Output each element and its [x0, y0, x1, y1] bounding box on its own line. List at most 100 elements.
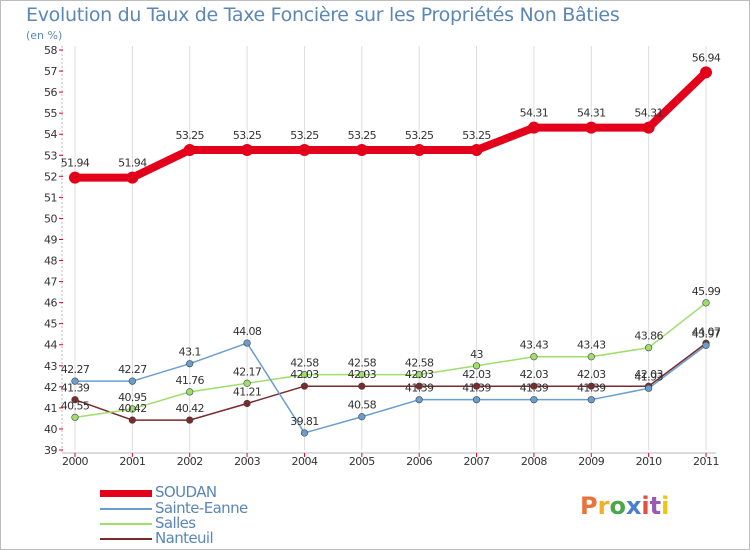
- data-label: 42.03: [348, 368, 377, 381]
- data-point: [186, 388, 194, 396]
- data-point: [358, 382, 366, 390]
- data-point: [415, 371, 423, 379]
- data-point: [183, 144, 196, 156]
- data-label: 42.03: [405, 368, 434, 381]
- legend-swatch: [100, 508, 152, 510]
- data-point: [358, 413, 366, 421]
- data-point: [472, 362, 481, 370]
- data-label: 41.93: [634, 370, 663, 383]
- data-label: 42.03: [520, 368, 549, 381]
- data-label: 51.94: [118, 157, 147, 170]
- data-point: [702, 341, 710, 349]
- data-point: [71, 413, 79, 421]
- data-label: 42.58: [290, 357, 319, 370]
- legend-label: Sainte-Eanne: [155, 499, 248, 517]
- data-point: [71, 377, 79, 385]
- data-point: [128, 416, 136, 424]
- y-tick-label: 43: [44, 360, 57, 373]
- data-label: 53.25: [462, 129, 491, 142]
- legend-label: SOUDAN: [155, 483, 217, 501]
- y-tick-label: 46: [44, 297, 57, 310]
- x-tick-label: 2003: [234, 455, 260, 468]
- data-point: [413, 144, 426, 156]
- data-label: 42.27: [61, 363, 90, 376]
- data-label: 42.27: [118, 363, 147, 376]
- data-label: 41.39: [577, 382, 606, 395]
- legend-item-soudan: SOUDAN: [100, 483, 300, 501]
- logo-letter: i: [641, 492, 650, 520]
- y-tick-label: 52: [44, 170, 57, 183]
- legend-label: Nanteuil: [155, 529, 214, 547]
- data-point: [527, 121, 540, 134]
- x-tick-label: 2001: [119, 455, 145, 468]
- legend-swatch: [100, 490, 152, 497]
- data-point: [243, 399, 251, 408]
- data-point: [645, 344, 653, 352]
- logo-letter: t: [649, 492, 662, 520]
- data-point: [243, 379, 251, 387]
- data-label: 53.25: [290, 129, 319, 142]
- legend-item-salles: Salles: [100, 514, 300, 532]
- data-label: 43.86: [634, 330, 663, 343]
- data-label: 53.25: [175, 129, 204, 142]
- data-label: 56.94: [692, 51, 721, 64]
- data-label: 42.58: [405, 357, 434, 370]
- y-tick-label: 39: [44, 444, 57, 457]
- data-point: [700, 66, 712, 79]
- data-label: 43.43: [520, 339, 549, 352]
- data-point: [128, 405, 136, 413]
- y-tick-label: 50: [44, 212, 57, 225]
- data-label: 40.95: [118, 391, 147, 404]
- legend-swatch: [100, 523, 152, 525]
- data-point: [702, 299, 710, 307]
- data-label: 53.25: [405, 129, 434, 142]
- y-tick-label: 48: [44, 255, 57, 268]
- x-tick-label: 2006: [406, 455, 432, 468]
- data-label: 53.25: [348, 129, 377, 142]
- chart-title: Evolution du Taux de Taxe Foncière sur l…: [26, 4, 620, 26]
- logo-letter: P: [580, 492, 598, 520]
- data-label: 43: [470, 348, 483, 361]
- data-label: 42.17: [233, 365, 262, 378]
- data-point: [470, 144, 483, 156]
- legend-item-nanteuil: Nanteuil: [100, 529, 300, 547]
- data-point: [69, 171, 81, 184]
- data-point: [415, 396, 423, 404]
- series-line-nanteuil: [74, 342, 707, 421]
- data-label: 42.03: [577, 368, 606, 381]
- data-label: 40.42: [175, 402, 204, 415]
- data-label: 41.39: [520, 382, 549, 395]
- data-label: 44.07: [692, 325, 721, 338]
- data-point: [585, 121, 598, 134]
- data-point: [587, 396, 595, 404]
- data-label: 53.25: [233, 129, 262, 142]
- y-tick-label: 54: [44, 128, 57, 141]
- y-tick-label: 56: [44, 86, 57, 99]
- x-tick-label: 2009: [578, 455, 604, 468]
- y-tick-label: 44: [44, 339, 57, 352]
- data-point: [587, 353, 595, 361]
- data-label: 42.03: [462, 368, 491, 381]
- data-label: 41.21: [233, 385, 262, 398]
- logo-letter: o: [609, 492, 626, 520]
- data-label: 43.43: [577, 339, 606, 352]
- data-point: [587, 382, 595, 390]
- y-tick-label: 53: [44, 149, 57, 162]
- y-tick-label: 42: [44, 381, 57, 394]
- data-point: [300, 382, 309, 390]
- data-point: [241, 144, 254, 156]
- legend-item-sainte-eanne: Sainte-Eanne: [100, 499, 300, 517]
- data-point: [642, 121, 655, 134]
- x-tick-label: 2011: [693, 455, 719, 468]
- data-point: [126, 171, 139, 184]
- data-point: [300, 371, 309, 379]
- data-point: [472, 396, 481, 404]
- unit-label: (en %): [26, 29, 63, 42]
- data-point: [71, 396, 79, 404]
- x-tick-label: 2004: [291, 455, 317, 468]
- data-label: 41.39: [462, 382, 491, 395]
- data-label: 42.03: [290, 368, 319, 381]
- x-tick-label: 2000: [62, 455, 88, 468]
